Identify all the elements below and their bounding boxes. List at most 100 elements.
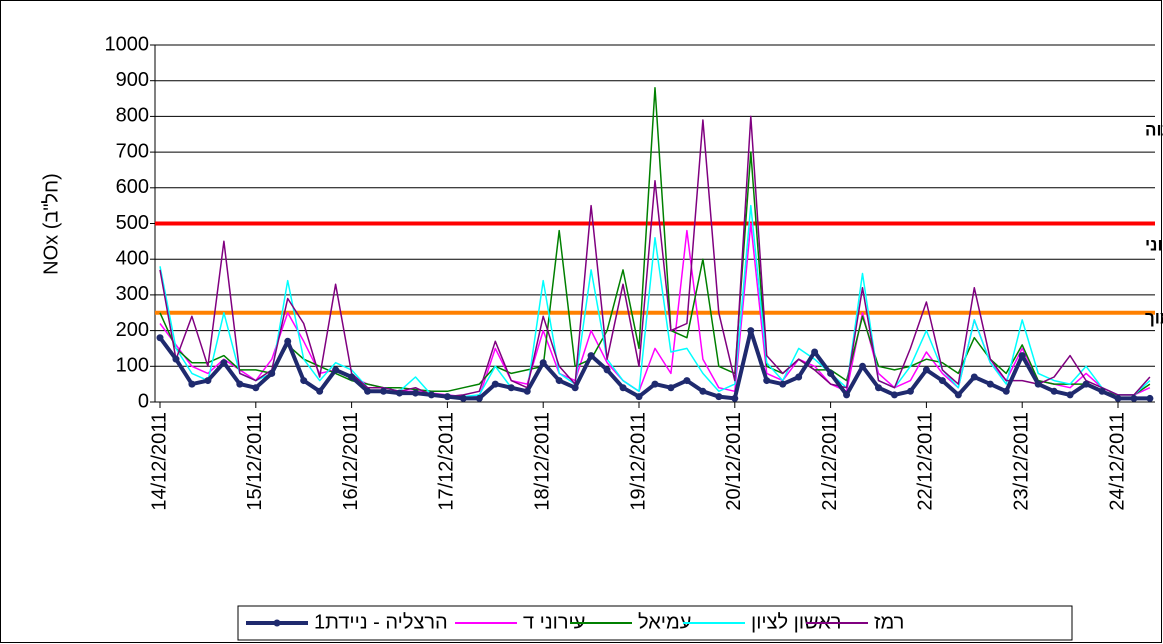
series-marker — [571, 384, 579, 392]
y-tick-label: 800 — [116, 105, 149, 127]
series-marker — [1034, 380, 1042, 388]
series-marker — [731, 394, 739, 402]
series-marker — [332, 366, 340, 374]
series-marker — [459, 394, 467, 402]
series-marker — [396, 389, 403, 397]
series-marker — [779, 380, 787, 388]
y-tick-label: 900 — [116, 69, 149, 91]
annotation: זיהום אוויר נמוך — [1145, 308, 1163, 327]
series-marker — [938, 377, 946, 385]
series-marker — [348, 373, 356, 381]
series-marker — [1114, 394, 1122, 402]
series-marker — [364, 387, 372, 395]
y-tick-label: 400 — [116, 247, 149, 269]
series-marker — [603, 366, 611, 374]
series-marker — [220, 359, 228, 367]
series-marker — [970, 373, 978, 381]
series-marker — [651, 380, 659, 388]
x-tick-label: 17/12/2011 — [436, 412, 458, 511]
series-marker — [507, 384, 515, 392]
series-marker — [236, 380, 244, 388]
series-line — [159, 87, 1151, 396]
series-marker — [284, 337, 292, 345]
legend-label: עירוני ד — [523, 611, 585, 633]
legend-marker — [273, 619, 281, 627]
series-marker — [1050, 387, 1058, 395]
series-marker — [699, 387, 707, 395]
y-tick-label: 700 — [116, 140, 149, 162]
series-marker — [172, 355, 180, 363]
series-marker — [1018, 352, 1026, 360]
x-tick-label: 22/12/2011 — [915, 412, 937, 511]
series-marker — [443, 393, 451, 401]
x-tick-label: 14/12/2011 — [148, 412, 170, 511]
series-marker — [555, 377, 563, 385]
x-tick-label: 24/12/2011 — [1106, 412, 1128, 511]
series-marker — [843, 391, 851, 399]
series-marker — [316, 387, 324, 395]
series-marker — [539, 359, 547, 367]
series-marker — [667, 384, 675, 392]
y-tick-label: 600 — [116, 176, 149, 198]
series-marker — [188, 380, 196, 388]
series-marker — [906, 387, 914, 395]
x-tick-label: 19/12/2011 — [627, 412, 649, 511]
x-tick-label: 16/12/2011 — [340, 412, 362, 511]
series-marker — [204, 377, 212, 385]
annotation: זיהום אוויר גבוה — [1145, 120, 1163, 139]
series-marker — [747, 327, 755, 335]
series-marker — [1002, 387, 1010, 395]
y-tick-label: 300 — [116, 283, 149, 305]
series-marker — [875, 384, 882, 392]
legend-label: רמז — [874, 611, 904, 633]
series-marker — [986, 380, 994, 388]
series-marker — [1098, 387, 1106, 395]
y-tick-label: 0 — [138, 390, 149, 412]
series-marker — [475, 394, 483, 402]
series-marker — [1130, 394, 1138, 402]
series-marker — [635, 393, 643, 401]
series-marker — [523, 387, 531, 395]
series-marker — [922, 366, 930, 374]
series-marker — [380, 387, 388, 395]
legend-label: עמיאל — [638, 611, 691, 633]
x-tick-label: 15/12/2011 — [244, 412, 266, 511]
series-marker — [763, 377, 771, 385]
series-marker — [411, 389, 419, 397]
x-tick-label: 23/12/2011 — [1010, 412, 1032, 511]
series-line — [159, 115, 1151, 398]
legend-label: הרצליה - ניידת1 — [314, 611, 448, 633]
series-marker — [859, 362, 867, 370]
y-tick-label: 200 — [116, 319, 149, 341]
series-marker — [427, 391, 435, 399]
legend-label: ראשון לציון — [751, 611, 841, 633]
series-marker — [683, 377, 691, 385]
legend-box — [237, 605, 1073, 641]
series-marker — [268, 369, 276, 377]
y-axis-title: NOx (חל"ב) — [40, 173, 62, 275]
series-line — [159, 204, 1151, 398]
series-marker — [300, 377, 308, 385]
series-marker — [1082, 380, 1090, 388]
series-marker — [619, 384, 627, 392]
series-marker — [587, 352, 595, 360]
annotation: זיהום אוויר בינוני — [1145, 235, 1163, 254]
series-marker — [827, 369, 835, 377]
series-marker — [491, 380, 499, 388]
y-tick-label: 500 — [116, 212, 149, 234]
series-marker — [954, 391, 962, 399]
x-tick-label: 21/12/2011 — [819, 412, 841, 511]
series-marker — [715, 393, 723, 401]
x-tick-label: 18/12/2011 — [531, 412, 553, 511]
series-marker — [890, 391, 898, 399]
series-marker — [1146, 394, 1154, 402]
series-marker — [1066, 391, 1074, 399]
x-tick-label: 20/12/2011 — [723, 412, 745, 511]
series-marker — [811, 348, 819, 356]
y-tick-label: 100 — [116, 355, 149, 377]
series-marker — [795, 373, 803, 381]
y-tick-label: 1000 — [105, 33, 150, 55]
series-marker — [252, 384, 260, 392]
series-marker — [156, 334, 164, 342]
